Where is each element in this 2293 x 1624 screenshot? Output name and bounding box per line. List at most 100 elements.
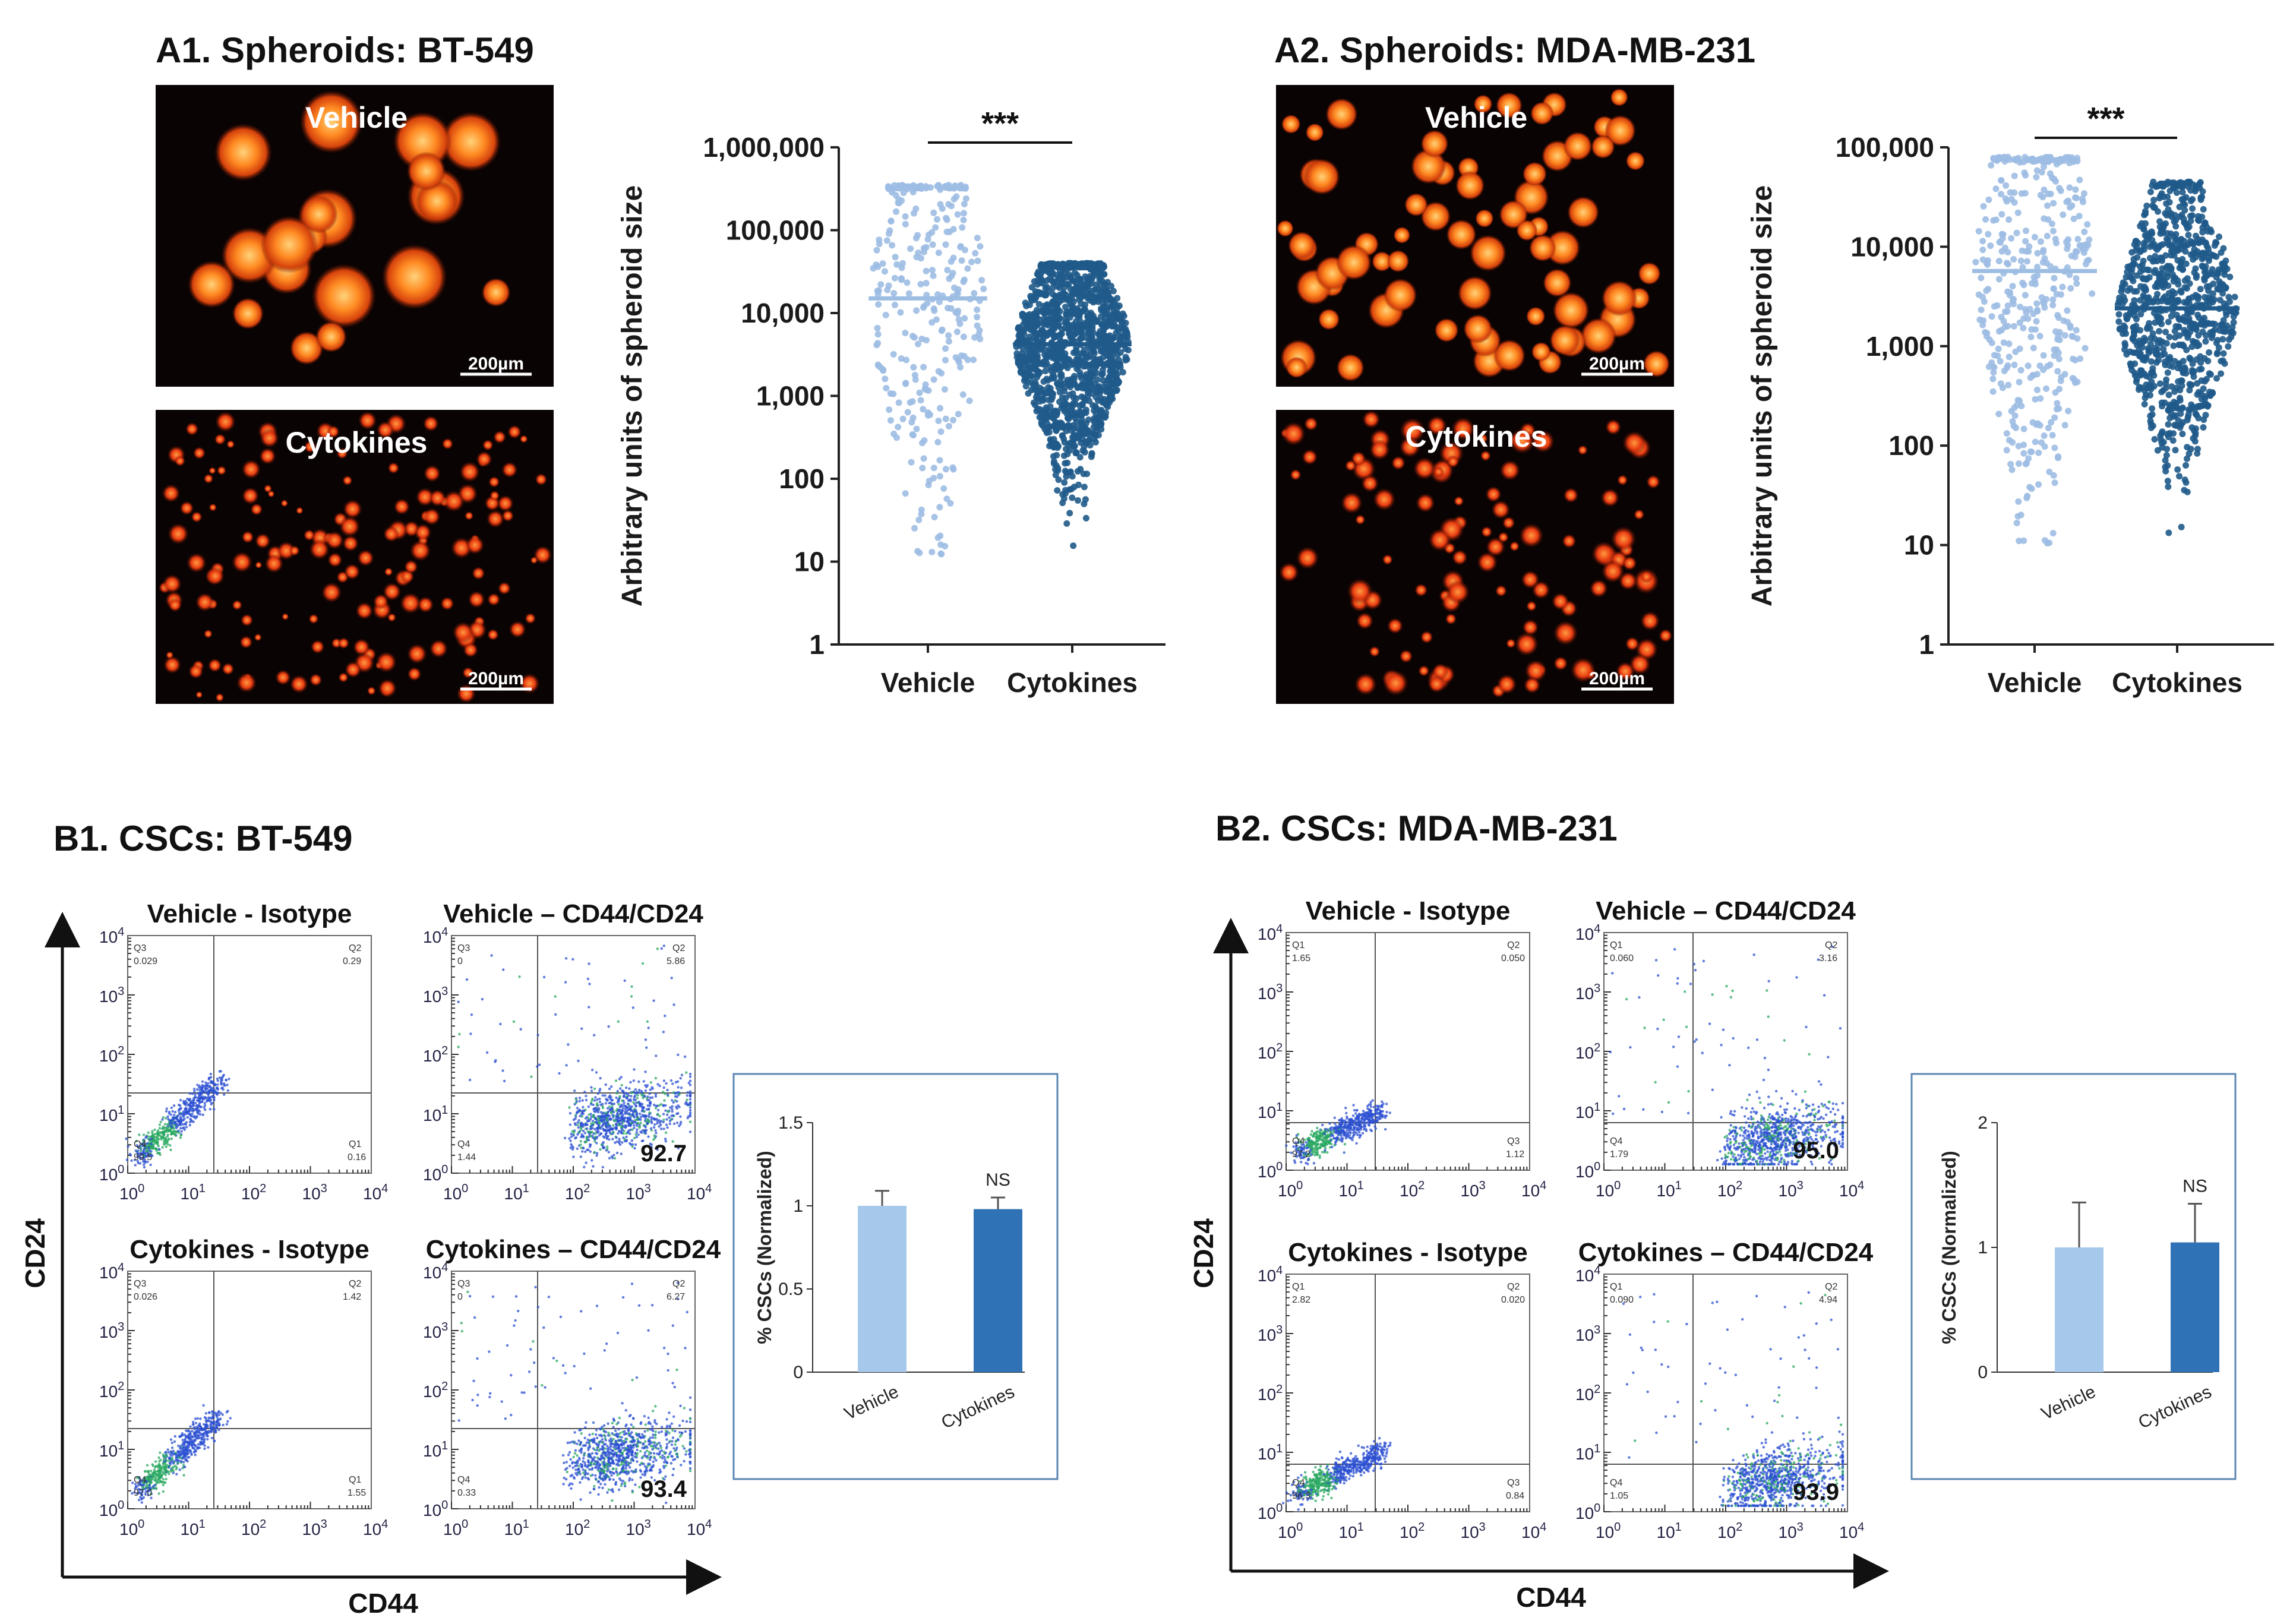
data-point: [2013, 229, 2020, 236]
data-point: [2221, 360, 2228, 367]
spheroid: [1445, 613, 1457, 625]
data-point: [2184, 413, 2191, 421]
data-point: [1049, 415, 1056, 422]
data-point: [2005, 216, 2013, 223]
data-point: [2037, 238, 2044, 245]
event-point: [169, 1119, 172, 1122]
event-point: [191, 1092, 194, 1095]
data-point: [874, 290, 882, 298]
data-point: [943, 216, 950, 223]
data-point: [1067, 384, 1074, 390]
event-point: [189, 1114, 192, 1117]
data-point: [930, 376, 937, 383]
data-point: [2038, 294, 2045, 301]
data-point: [2212, 326, 2219, 333]
data-point: [2202, 239, 2209, 247]
data-point: [1079, 381, 1086, 387]
dot-plot-a1: 1101001,00010,000100,0001,000,000Arbitra…: [617, 106, 1166, 698]
data-point: [2169, 288, 2176, 295]
spheroid: [1318, 308, 1340, 330]
data-point: [1051, 324, 1058, 331]
data-point: [2024, 362, 2032, 369]
data-point: [1064, 450, 1071, 457]
data-point: [1062, 460, 1069, 467]
spheroid: [1373, 488, 1396, 511]
data-point: [1034, 307, 1040, 314]
data-point: [2201, 355, 2208, 362]
event-point: [634, 1143, 637, 1146]
spheroid: [1416, 493, 1435, 513]
data-point: [1085, 291, 1092, 298]
data-point: [2051, 274, 2058, 282]
data-point: [2192, 292, 2199, 299]
data-point: [1995, 410, 2003, 418]
spheroid: [422, 415, 439, 432]
event-point: [128, 1152, 132, 1156]
data-point: [2029, 372, 2036, 379]
spheroid: [482, 439, 494, 451]
data-point: [945, 201, 952, 208]
data-point: [1101, 271, 1108, 278]
data-point: [2206, 370, 2213, 377]
spheroid: [1570, 657, 1596, 683]
spheroid: [1522, 162, 1547, 187]
event-point: [222, 1073, 225, 1077]
data-point: [2026, 305, 2033, 312]
event-point: [154, 1148, 157, 1151]
y-tick-label: 100,000: [1836, 132, 1934, 163]
spheroid: [1369, 646, 1381, 658]
x-tick-label: 104: [363, 1182, 388, 1203]
data-point: [974, 235, 981, 242]
data-point: [874, 331, 882, 338]
event-point: [668, 1122, 672, 1126]
data-point: [2074, 236, 2082, 243]
event-point: [593, 1127, 596, 1131]
data-point: [1979, 247, 1986, 254]
data-point: [2067, 323, 2074, 329]
data-point: [937, 405, 943, 412]
data-point: [1022, 383, 1029, 390]
spheroid: [1563, 488, 1579, 503]
y-tick-label: 103: [423, 985, 448, 1006]
data-point: [1063, 473, 1070, 480]
event-point: [201, 1100, 204, 1104]
data-point: [1043, 404, 1050, 411]
data-point: [1047, 260, 1054, 267]
spheroid: [423, 508, 441, 526]
data-point: [2131, 297, 2138, 304]
micrograph-label-cytokines: Cytokines: [1406, 420, 1547, 453]
event-point: [617, 1103, 620, 1106]
data-point: [914, 548, 921, 555]
data-point: [1054, 311, 1061, 318]
data-point: [2064, 154, 2071, 161]
data-point: [2194, 311, 2201, 318]
data-point: [1087, 362, 1094, 369]
spheroid: [498, 582, 511, 595]
data-point: [2183, 462, 2189, 469]
data-point: [909, 398, 916, 405]
spheroid: [309, 673, 323, 687]
data-point: [2009, 298, 2016, 305]
data-point: [1119, 369, 1126, 376]
spheroid: [406, 151, 446, 191]
data-point: [874, 324, 881, 331]
spheroid: [1591, 134, 1615, 159]
data-point: [1082, 425, 1089, 432]
data-point: [953, 328, 961, 336]
spheroid: [1522, 619, 1539, 636]
data-point: [2170, 413, 2177, 420]
spheroid: [1387, 618, 1403, 634]
event-point: [582, 1105, 585, 1109]
event-point: [593, 1135, 596, 1139]
event-point: [166, 1115, 169, 1119]
event-point: [635, 1131, 639, 1134]
event-point: [662, 1127, 665, 1130]
micrograph-a1-vehicle: Vehicle 200µm: [156, 85, 554, 387]
data-point: [899, 182, 907, 189]
event-point: [671, 1110, 674, 1113]
event-point: [688, 1111, 692, 1114]
data-point: [2059, 283, 2066, 290]
data-point: [953, 193, 960, 200]
event-point: [171, 1131, 175, 1135]
data-point: [2031, 233, 2038, 241]
